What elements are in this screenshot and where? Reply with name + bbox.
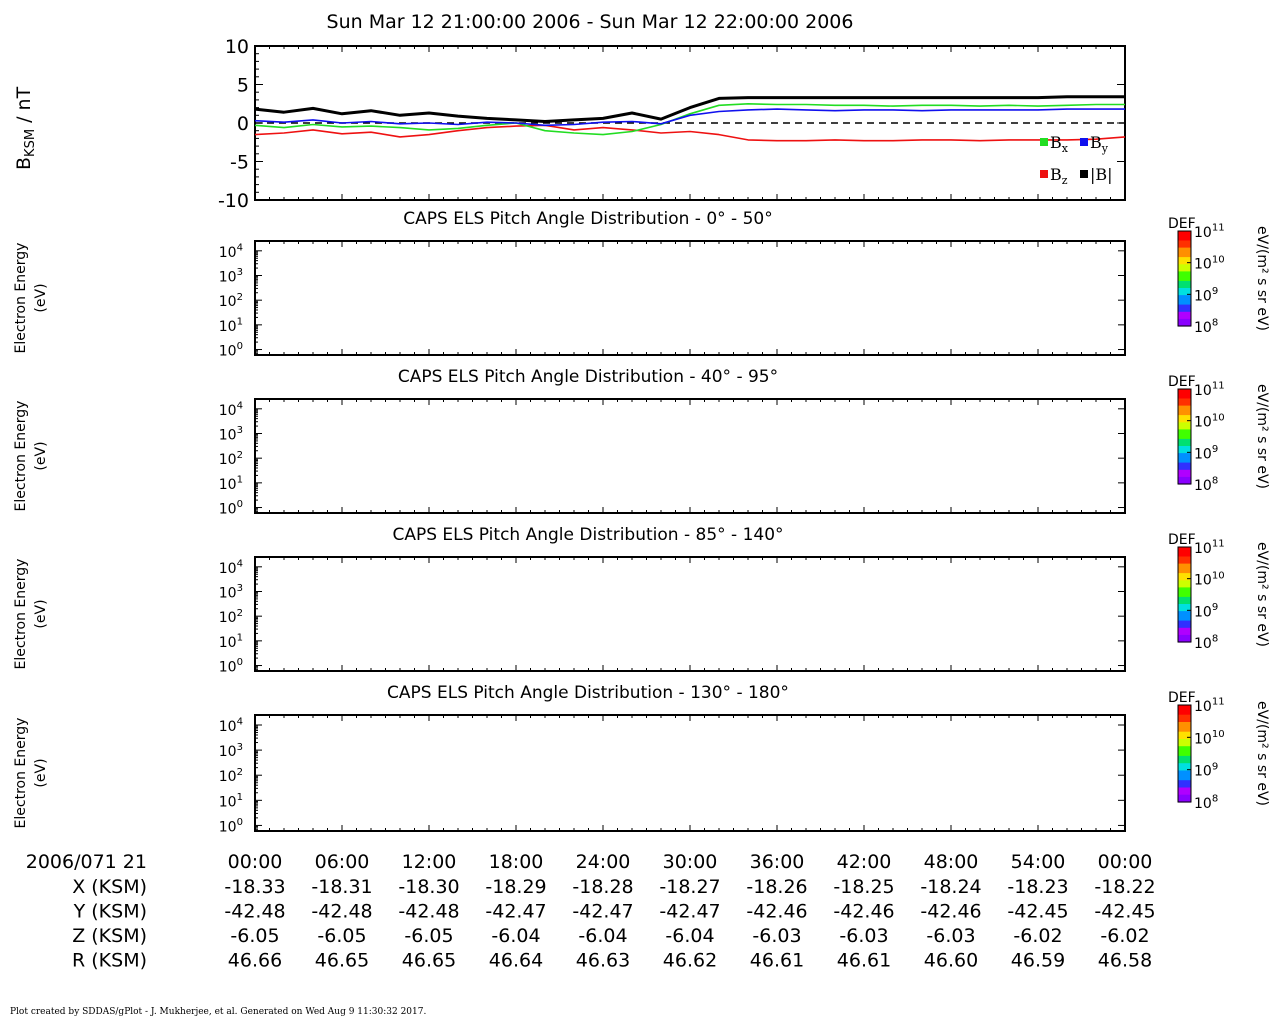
spec1-colorbar-step	[1178, 240, 1191, 244]
mag-ytick-label: 0	[237, 113, 249, 135]
spec1-colorbar-step	[1178, 283, 1191, 287]
legend-label-bmag: |B|	[1090, 165, 1113, 184]
mag-series-bmag	[254, 95, 1125, 123]
spec1-colorbar-step	[1178, 271, 1191, 275]
spec1-title: CAPS ELS Pitch Angle Distribution - 0° -…	[403, 209, 772, 229]
spec1-colorbar-step	[1178, 257, 1191, 261]
mag-series-bz	[254, 124, 1126, 142]
spec1-colorbar-step	[1178, 290, 1191, 294]
spec1-yunit: (eV)	[33, 283, 49, 312]
spec1-colorbar-tick-label: 109	[1194, 286, 1218, 304]
spec1-colorbar-step	[1178, 273, 1191, 277]
legend-swatch-by	[1080, 138, 1088, 146]
spec1-colorbar-step	[1178, 307, 1191, 310]
spec1-colorbar-step	[1178, 302, 1191, 306]
mag-ylabel: BKSM / nT	[13, 86, 38, 170]
spec1-colorbar-step	[1178, 278, 1191, 282]
spec1-colorbar-step	[1178, 316, 1191, 320]
spec1-colorbar-step	[1178, 323, 1191, 327]
mag-series-bx	[254, 103, 1125, 136]
spec1-ylabel: Electron Energy	[13, 243, 29, 354]
mag-ytick-label: 10	[225, 36, 249, 58]
spec1-colorbar-step	[1178, 292, 1191, 296]
spec1-colorbar-step	[1178, 259, 1191, 263]
legend-swatch-bmag	[1080, 170, 1088, 178]
spec1-colorbar-step	[1178, 250, 1191, 253]
spec1-colorbar-unit: eV/(m² s sr eV)	[1254, 226, 1270, 331]
spec1-ytick-label: 100	[219, 341, 243, 359]
spec1-colorbar-step	[1178, 269, 1191, 272]
plot-figure: Sun Mar 12 21:00:00 2006 - Sun Mar 12 22…	[13, 11, 1270, 972]
spec1-colorbar-step	[1178, 295, 1191, 299]
spec1-colorbar-step	[1178, 318, 1191, 322]
legend-swatch-bx	[1040, 138, 1048, 146]
spec1-colorbar-step	[1178, 297, 1191, 301]
spec1-colorbar-step	[1178, 245, 1191, 249]
spec1-colorbar-step	[1178, 304, 1191, 308]
spec1-colorbar-step	[1178, 285, 1191, 289]
spec1-colorbar-step	[1178, 280, 1191, 284]
spec1-colorbar-tick-label: 1011	[1194, 223, 1225, 241]
spec1-colorbar-step	[1178, 252, 1191, 256]
spec1-colorbar-step	[1178, 276, 1191, 280]
mag-ytick-label: 5	[237, 75, 249, 97]
spec1-colorbar	[1178, 231, 1191, 327]
spec1-colorbar-step	[1178, 235, 1191, 239]
spec1-colorbar-step	[1178, 309, 1191, 313]
spec1-ytick-label: 102	[219, 292, 243, 310]
spec1-background	[255, 241, 1125, 355]
spec1-colorbar-tick-label: 108	[1194, 318, 1218, 336]
spec1-colorbar-step	[1178, 247, 1191, 251]
spec1-colorbar-frame	[1177, 230, 1192, 327]
mag-ytick-label: -5	[230, 152, 249, 174]
mag-ytick-label: -10	[218, 190, 249, 212]
spec1-colorbar-step	[1178, 261, 1191, 265]
legend-swatch-bz	[1040, 170, 1048, 178]
spec1-colorbar-label: DEF	[1168, 216, 1196, 232]
legend-label-bz: Bz	[1050, 165, 1068, 187]
legend-label-bx: Bx	[1050, 133, 1069, 155]
mag-series-by	[254, 108, 1125, 127]
spec1-colorbar-step	[1178, 238, 1191, 242]
spec1-colorbar-step	[1178, 254, 1191, 258]
spec1-colorbar-step	[1178, 233, 1191, 237]
spec1-colorbar-tick-label: 1010	[1194, 254, 1225, 272]
spec1-colorbar-step	[1178, 231, 1191, 234]
spec1-colorbar-step	[1178, 311, 1191, 315]
spec1-ytick-label: 101	[219, 317, 243, 335]
spec1-colorbar-step	[1178, 264, 1191, 268]
spec1-colorbar-step	[1178, 314, 1191, 318]
legend-label-by: By	[1090, 133, 1109, 155]
spec1-colorbar-step	[1178, 242, 1191, 246]
page-title: Sun Mar 12 21:00:00 2006 - Sun Mar 12 22…	[327, 11, 854, 33]
spec1-ytick-label: 103	[219, 267, 243, 285]
spec1-colorbar-step	[1178, 288, 1191, 291]
spec1-colorbar-step	[1178, 299, 1191, 303]
spec1-colorbar-step	[1178, 321, 1191, 325]
spec1-ytick-label: 104	[219, 243, 243, 261]
spec1-colorbar-step	[1178, 266, 1191, 270]
